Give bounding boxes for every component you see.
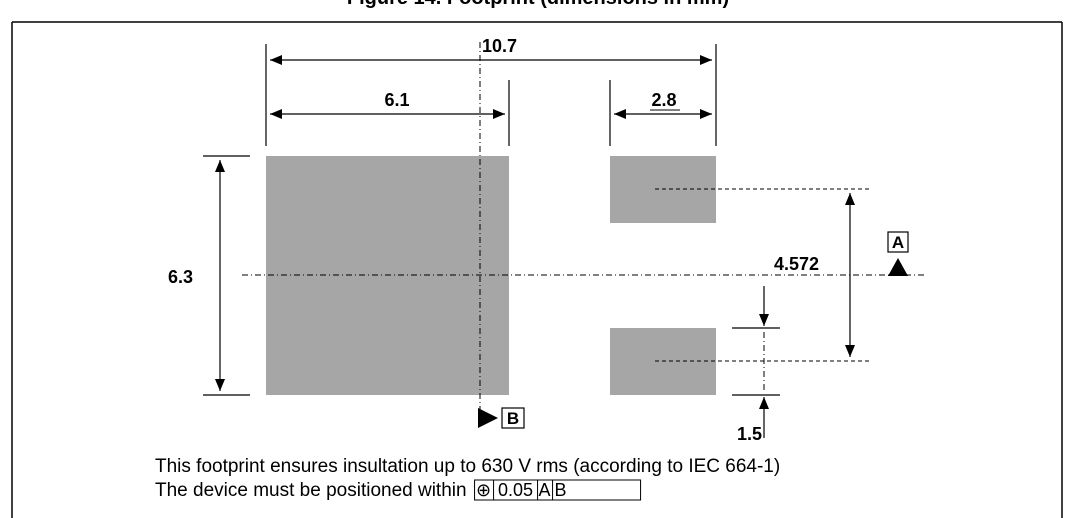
datum-a-label: A [892,233,904,252]
note-position: The device must be positioned within [155,480,467,501]
dim-right-pad-width: 2.8 [651,90,676,110]
feature-control-frame: ⊕ 0.05 A B [474,479,642,501]
datum-b-box [501,407,525,429]
fcf-datum-a: A [539,480,551,500]
fcf-datum-b: B [555,480,567,500]
datum-a-box [887,231,909,253]
dim-pad-pitch: 4.572 [774,254,819,274]
datum-b-triangle [478,408,498,428]
datum-b-label: B [507,409,519,428]
dim-left-pad-width: 6.1 [384,90,409,110]
dim-overall-width: 10.7 [482,36,517,56]
fcf-value: 0.05 [498,480,533,500]
note-insulation: This footprint ensures insultation up to… [155,456,780,477]
dim-pad-gap: 1.5 [737,424,762,444]
figure-title: Figure 14. Footprint (dimensions in mm) [347,0,729,9]
fcf-border [474,479,642,501]
datum-a-triangle [888,258,908,276]
position-tolerance-icon: ⊕ [476,480,491,500]
dim-pad-height: 6.3 [168,267,193,287]
